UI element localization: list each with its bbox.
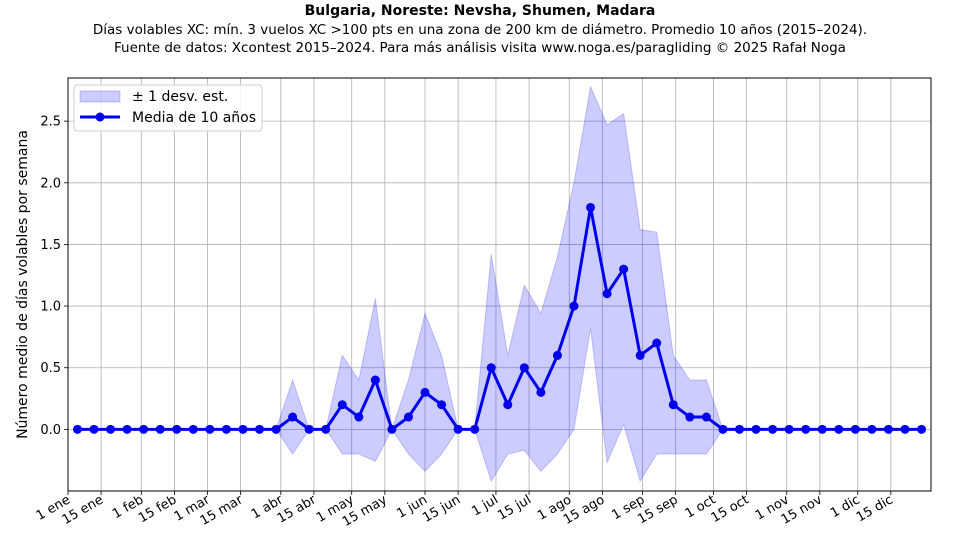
mean-point (421, 388, 430, 397)
mean-point (586, 203, 595, 212)
mean-point (106, 425, 115, 434)
mean-point (768, 425, 777, 434)
y-tick-label: 2.0 (40, 176, 61, 191)
mean-point (685, 413, 694, 422)
legend-dot-swatch (96, 113, 105, 122)
mean-point (669, 400, 678, 409)
mean-point (718, 425, 727, 434)
mean-point (702, 413, 711, 422)
mean-point (619, 265, 628, 274)
mean-point (553, 351, 562, 360)
x-tick-label: 15 abr (275, 492, 320, 526)
y-tick-label: 0.5 (40, 361, 61, 376)
x-tick-label: 15 jul (495, 492, 534, 523)
y-tick-label: 1.0 (40, 300, 61, 315)
mean-point (404, 413, 413, 422)
y-axis: 0.0 0.5 1.0 1.5 2.0 2.5 (40, 115, 68, 438)
mean-point (801, 425, 810, 434)
mean-point (255, 425, 264, 434)
mean-point (569, 302, 578, 311)
legend: ± 1 desv. est. Media de 10 años (74, 85, 262, 131)
x-tick-label: 15 feb (136, 492, 179, 526)
mean-point (735, 425, 744, 434)
mean-point (867, 425, 876, 434)
mean-point (636, 351, 645, 360)
mean-point (652, 339, 661, 348)
x-tick-label: 1 jul (469, 492, 501, 519)
x-tick-label: 15 jun (420, 492, 463, 525)
legend-line-label: Media de 10 años (132, 110, 256, 126)
mean-point (520, 363, 529, 372)
mean-point (73, 425, 82, 434)
mean-point (536, 388, 545, 397)
mean-point (437, 400, 446, 409)
mean-point (752, 425, 761, 434)
mean-point (238, 425, 247, 434)
mean-point (834, 425, 843, 434)
legend-band-swatch (80, 91, 120, 102)
mean-point (205, 425, 214, 434)
std-band (77, 87, 921, 482)
mean-point (222, 425, 231, 434)
mean-point (387, 425, 396, 434)
mean-point (123, 425, 132, 434)
mean-point (354, 413, 363, 422)
mean-point (305, 425, 314, 434)
mean-point (454, 425, 463, 434)
mean-point (90, 425, 99, 434)
mean-point (851, 425, 860, 434)
mean-point (470, 425, 479, 434)
mean-point (288, 413, 297, 422)
y-tick-label: 2.5 (40, 115, 61, 130)
y-axis-label: Número medio de días volables por semana (15, 130, 31, 439)
mean-point (172, 425, 181, 434)
x-tick-label: 15 dic (854, 492, 896, 525)
mean-point (818, 425, 827, 434)
legend-band-label: ± 1 desv. est. (132, 89, 228, 105)
x-tick-label: 15 oct (709, 492, 752, 525)
mean-point (487, 363, 496, 372)
mean-point (884, 425, 893, 434)
mean-point (900, 425, 909, 434)
mean-point (338, 400, 347, 409)
mean-point (321, 425, 330, 434)
mean-point (139, 425, 148, 434)
y-tick-label: 0.0 (40, 423, 61, 438)
mean-point (917, 425, 926, 434)
mean-point (785, 425, 794, 434)
mean-point (156, 425, 165, 434)
mean-point (272, 425, 281, 434)
mean-point (189, 425, 198, 434)
y-tick-label: 1.5 (40, 238, 61, 253)
mean-point (603, 289, 612, 298)
mean-point (503, 400, 512, 409)
mean-point (371, 376, 380, 385)
